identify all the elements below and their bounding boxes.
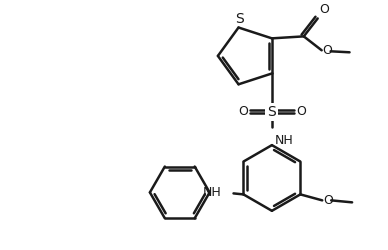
- Text: S: S: [235, 12, 244, 26]
- Text: NH: NH: [203, 186, 222, 199]
- Text: O: O: [296, 105, 306, 118]
- Text: O: O: [320, 4, 329, 16]
- Text: O: O: [238, 105, 248, 118]
- Text: S: S: [268, 105, 276, 119]
- Text: O: O: [323, 44, 333, 57]
- Text: O: O: [323, 194, 333, 207]
- Text: NH: NH: [275, 134, 294, 147]
